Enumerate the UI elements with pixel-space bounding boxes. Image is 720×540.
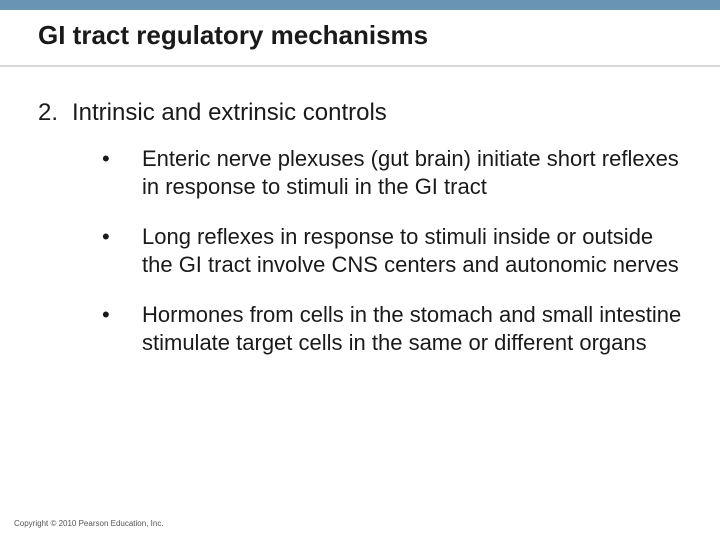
bullet-text: Enteric nerve plexuses (gut brain) initi…	[142, 145, 682, 201]
bullet-item: • Enteric nerve plexuses (gut brain) ini…	[102, 145, 684, 201]
bullet-text: Hormones from cells in the stomach and s…	[142, 301, 682, 357]
bullet-char: •	[102, 145, 142, 173]
bullet-text: Long reflexes in response to stimuli ins…	[142, 223, 682, 279]
list-number: 2.	[38, 99, 72, 127]
list-heading: Intrinsic and extrinsic controls	[72, 99, 387, 127]
bullet-item: • Long reflexes in response to stimuli i…	[102, 223, 684, 279]
title-container: GI tract regulatory mechanisms	[0, 10, 720, 67]
slide-title: GI tract regulatory mechanisms	[38, 20, 720, 51]
bullet-item: • Hormones from cells in the stomach and…	[102, 301, 684, 357]
slide: GI tract regulatory mechanisms 2. Intrin…	[0, 0, 720, 540]
bullet-list: • Enteric nerve plexuses (gut brain) ini…	[38, 145, 684, 357]
numbered-item: 2. Intrinsic and extrinsic controls	[38, 99, 684, 127]
bullet-char: •	[102, 301, 142, 329]
content-area: 2. Intrinsic and extrinsic controls • En…	[0, 67, 720, 357]
top-bar	[0, 0, 720, 10]
copyright-text: Copyright © 2010 Pearson Education, Inc.	[14, 519, 164, 528]
bullet-char: •	[102, 223, 142, 251]
